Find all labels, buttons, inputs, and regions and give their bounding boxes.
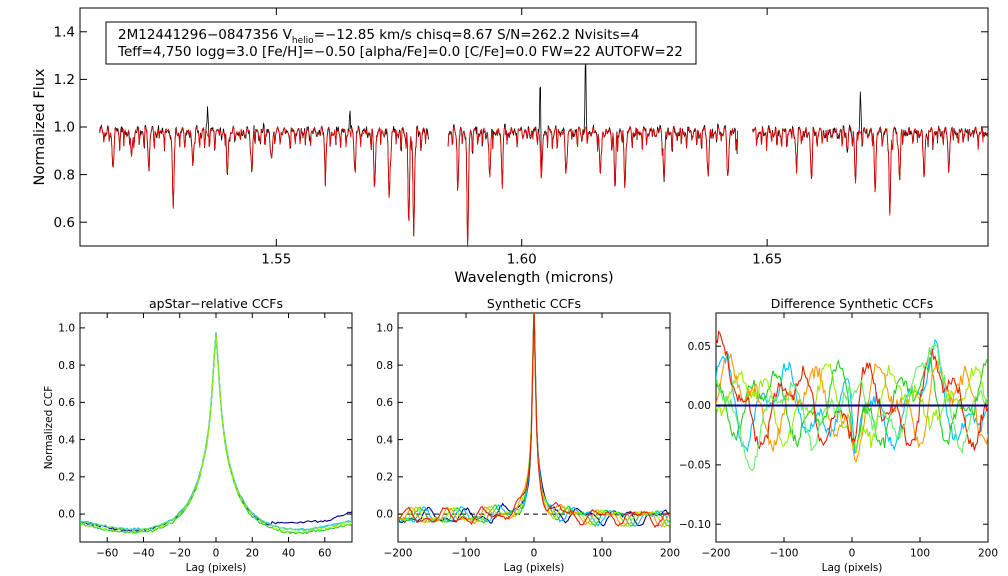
apstar_ccf-frame [79, 312, 353, 543]
difference_ccf-frame [715, 312, 989, 543]
difference_ccf-title: Difference Synthetic CCFs [771, 296, 934, 311]
difference_ccf-xtick-label: 100 [910, 548, 930, 560]
spectrum-model-chip-1 [99, 126, 429, 236]
synthetic_ccf-xtick-label: 200 [660, 548, 680, 560]
synthetic_ccf-frame [397, 312, 671, 543]
apstar-ccf-visit-4 [80, 335, 352, 534]
spectrum-ytick-label: 1.2 [54, 72, 75, 88]
difference_ccf-ytick-label: −0.05 [679, 460, 711, 472]
spectrum-xtick-label: 1.65 [752, 252, 782, 268]
synthetic-ccf-visit-3 [398, 313, 670, 528]
apstar_ccf-xtick-label: 60 [318, 548, 331, 560]
spectrum-ytick-label: 0.8 [54, 167, 75, 183]
apstar-ccf-visit-3 [80, 333, 352, 531]
difference_ccf-ytick-label: 0.00 [688, 400, 711, 412]
synthetic-ccf-visit-4 [398, 313, 670, 528]
difference-ccf-visit-5 [716, 330, 988, 451]
apstar_ccf-ylabel: Normalized CCF [43, 386, 55, 470]
difference-ccf-visit-6 [716, 343, 988, 471]
synthetic_ccf-xtick-label: −200 [384, 548, 413, 560]
apstar_ccf-ytick-label: 0.2 [58, 472, 75, 484]
difference_ccf-xtick-label: 200 [978, 548, 998, 560]
info-line-1: 2M12441296−0847356 Vhelio=−12.85 km/s ch… [118, 27, 639, 46]
spectrum-ytick-label: 1.4 [54, 25, 75, 41]
apstar-ccf-visit-1 [80, 331, 352, 531]
difference_ccf-xtick-label: −100 [770, 548, 799, 560]
synthetic_ccf-ytick-label: 0.4 [376, 434, 393, 446]
synthetic_ccf-ytick-label: 0.2 [376, 472, 393, 484]
spectrum-model-chip-2 [447, 125, 739, 246]
info-line-1-pre: 2M12441296−0847356 V [118, 27, 293, 43]
synthetic_ccf-ytick-label: 0.0 [376, 509, 393, 521]
difference_ccf-xtick-label: 0 [849, 548, 856, 560]
difference_ccf-xlabel: Lag (pixels) [822, 562, 883, 574]
apstar_ccf-xtick-label: 0 [213, 548, 220, 560]
synthetic-ccf-visit-2 [398, 313, 670, 528]
apstar_ccf-ytick-label: 0.6 [58, 397, 75, 409]
apstar-ccf-combined [80, 334, 352, 532]
synthetic_ccf-xtick-label: −100 [452, 548, 481, 560]
apstar_ccf-ytick-label: 0.0 [58, 509, 75, 521]
apstar_ccf-xtick-label: −60 [96, 548, 118, 560]
spectrum-observed-chip-2 [447, 63, 739, 246]
spectrum-ytick-label: 1.0 [54, 120, 75, 136]
synthetic_ccf-xtick-label: 100 [592, 548, 612, 560]
apstar_ccf-xlabel: Lag (pixels) [186, 562, 247, 574]
spectrum-observed-chip-1 [99, 106, 429, 237]
spectrum-ylabel: Normalized Flux [32, 68, 48, 185]
synthetic_ccf-ytick-label: 0.6 [376, 397, 393, 409]
info-line-2: Teff=4,750 logg=3.0 [Fe/H]=−0.50 [alpha/… [117, 44, 683, 60]
apstar_ccf-xtick-label: −40 [132, 548, 154, 560]
apstar_ccf-title: apStar−relative CCFs [149, 296, 283, 311]
synthetic_ccf-ytick-label: 1.0 [376, 323, 393, 335]
difference_ccf-ytick-label: −0.10 [679, 519, 711, 531]
synthetic-ccf-visit-1 [398, 313, 670, 527]
apstar_ccf-xtick-label: 40 [282, 548, 295, 560]
info-line-1-sub: helio [292, 36, 314, 46]
apstar_ccf-ytick-label: 1.0 [58, 323, 75, 335]
info-box [105, 21, 697, 65]
spectrum-observed-chip-3 [752, 91, 988, 214]
spectrum-xtick-label: 1.60 [507, 252, 537, 268]
apstar-ccf-visit-2 [80, 336, 352, 535]
difference_ccf-xtick-label: −200 [702, 548, 731, 560]
synthetic_ccf-title: Synthetic CCFs [487, 296, 581, 311]
info-line-1-post: =−12.85 km/s chisq=8.67 S/N=262.2 Nvisit… [314, 27, 640, 43]
apstar_ccf-xtick-label: −20 [169, 548, 191, 560]
difference_ccf-ytick-label: 0.05 [688, 341, 711, 353]
spectrum-xlabel: Wavelength (microns) [454, 270, 613, 286]
synthetic_ccf-xtick-label: 0 [531, 548, 538, 560]
synthetic-ccf-visit-5 [398, 313, 670, 529]
synthetic_ccf-xlabel: Lag (pixels) [504, 562, 565, 574]
apstar_ccf-xtick-label: 20 [246, 548, 259, 560]
spectrum-model-chip-3 [752, 125, 988, 216]
synthetic_ccf-ytick-label: 0.8 [376, 360, 393, 372]
spectrum-ytick-label: 0.6 [54, 215, 75, 231]
synthetic-ccf-combined [398, 313, 670, 527]
apstar_ccf-ytick-label: 0.8 [58, 360, 75, 372]
spectrum-xtick-label: 1.55 [261, 252, 291, 268]
apstar_ccf-ytick-label: 0.4 [58, 434, 75, 446]
